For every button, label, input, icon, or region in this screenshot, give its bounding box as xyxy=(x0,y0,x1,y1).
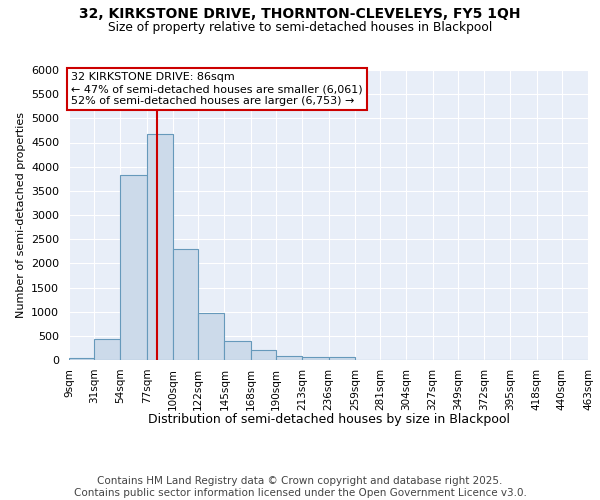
Bar xyxy=(69,358,94,360)
Bar xyxy=(173,250,198,360)
Bar xyxy=(147,134,173,360)
Text: Size of property relative to semi-detached houses in Blackpool: Size of property relative to semi-detach… xyxy=(108,21,492,34)
Text: Distribution of semi-detached houses by size in Blackpool: Distribution of semi-detached houses by … xyxy=(148,412,510,426)
Bar xyxy=(251,350,276,360)
Bar xyxy=(121,176,147,360)
Bar xyxy=(329,358,355,360)
Y-axis label: Number of semi-detached properties: Number of semi-detached properties xyxy=(16,112,26,318)
Bar xyxy=(198,312,224,360)
Bar xyxy=(302,356,329,360)
Bar xyxy=(224,340,251,360)
Text: Contains HM Land Registry data © Crown copyright and database right 2025.
Contai: Contains HM Land Registry data © Crown c… xyxy=(74,476,526,498)
Text: 32 KIRKSTONE DRIVE: 86sqm
← 47% of semi-detached houses are smaller (6,061)
52% : 32 KIRKSTONE DRIVE: 86sqm ← 47% of semi-… xyxy=(71,72,363,106)
Text: 32, KIRKSTONE DRIVE, THORNTON-CLEVELEYS, FY5 1QH: 32, KIRKSTONE DRIVE, THORNTON-CLEVELEYS,… xyxy=(79,8,521,22)
Bar xyxy=(94,339,121,360)
Bar xyxy=(276,356,302,360)
